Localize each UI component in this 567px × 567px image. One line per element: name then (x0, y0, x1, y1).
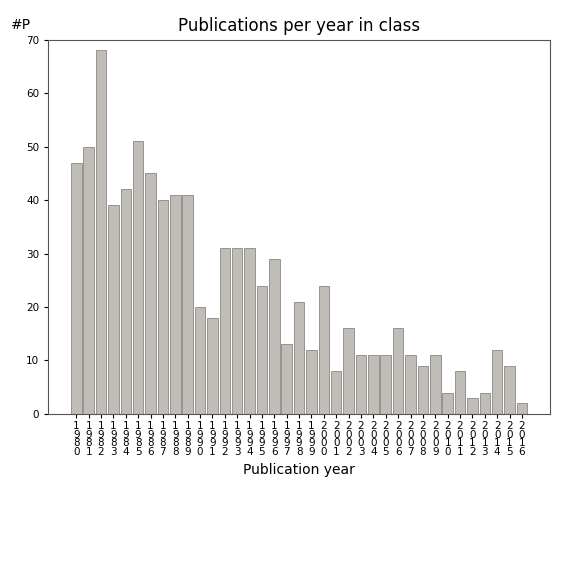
Bar (344, 328, 354, 414)
Y-axis label: #P: #P (11, 18, 31, 32)
Bar (257, 286, 267, 414)
Bar (170, 194, 180, 414)
Bar (133, 141, 143, 414)
X-axis label: Publication year: Publication year (243, 463, 355, 477)
Bar (121, 189, 131, 414)
Bar (455, 371, 466, 414)
Bar (393, 328, 403, 414)
Bar (405, 355, 416, 414)
Bar (319, 286, 329, 414)
Bar (517, 403, 527, 414)
Bar (306, 350, 317, 414)
Bar (145, 174, 156, 414)
Bar (281, 344, 292, 414)
Bar (244, 248, 255, 414)
Bar (430, 355, 441, 414)
Bar (331, 371, 341, 414)
Bar (71, 163, 82, 414)
Bar (380, 355, 391, 414)
Bar (219, 248, 230, 414)
Bar (467, 398, 477, 414)
Bar (207, 318, 218, 414)
Title: Publications per year in class: Publications per year in class (178, 18, 420, 35)
Bar (195, 307, 205, 414)
Bar (480, 392, 490, 414)
Bar (504, 366, 515, 414)
Bar (356, 355, 366, 414)
Bar (183, 194, 193, 414)
Bar (158, 200, 168, 414)
Bar (269, 259, 280, 414)
Bar (83, 147, 94, 414)
Bar (232, 248, 243, 414)
Bar (108, 205, 119, 414)
Bar (96, 50, 106, 414)
Bar (442, 392, 453, 414)
Bar (418, 366, 428, 414)
Bar (368, 355, 379, 414)
Bar (294, 302, 304, 414)
Bar (492, 350, 502, 414)
